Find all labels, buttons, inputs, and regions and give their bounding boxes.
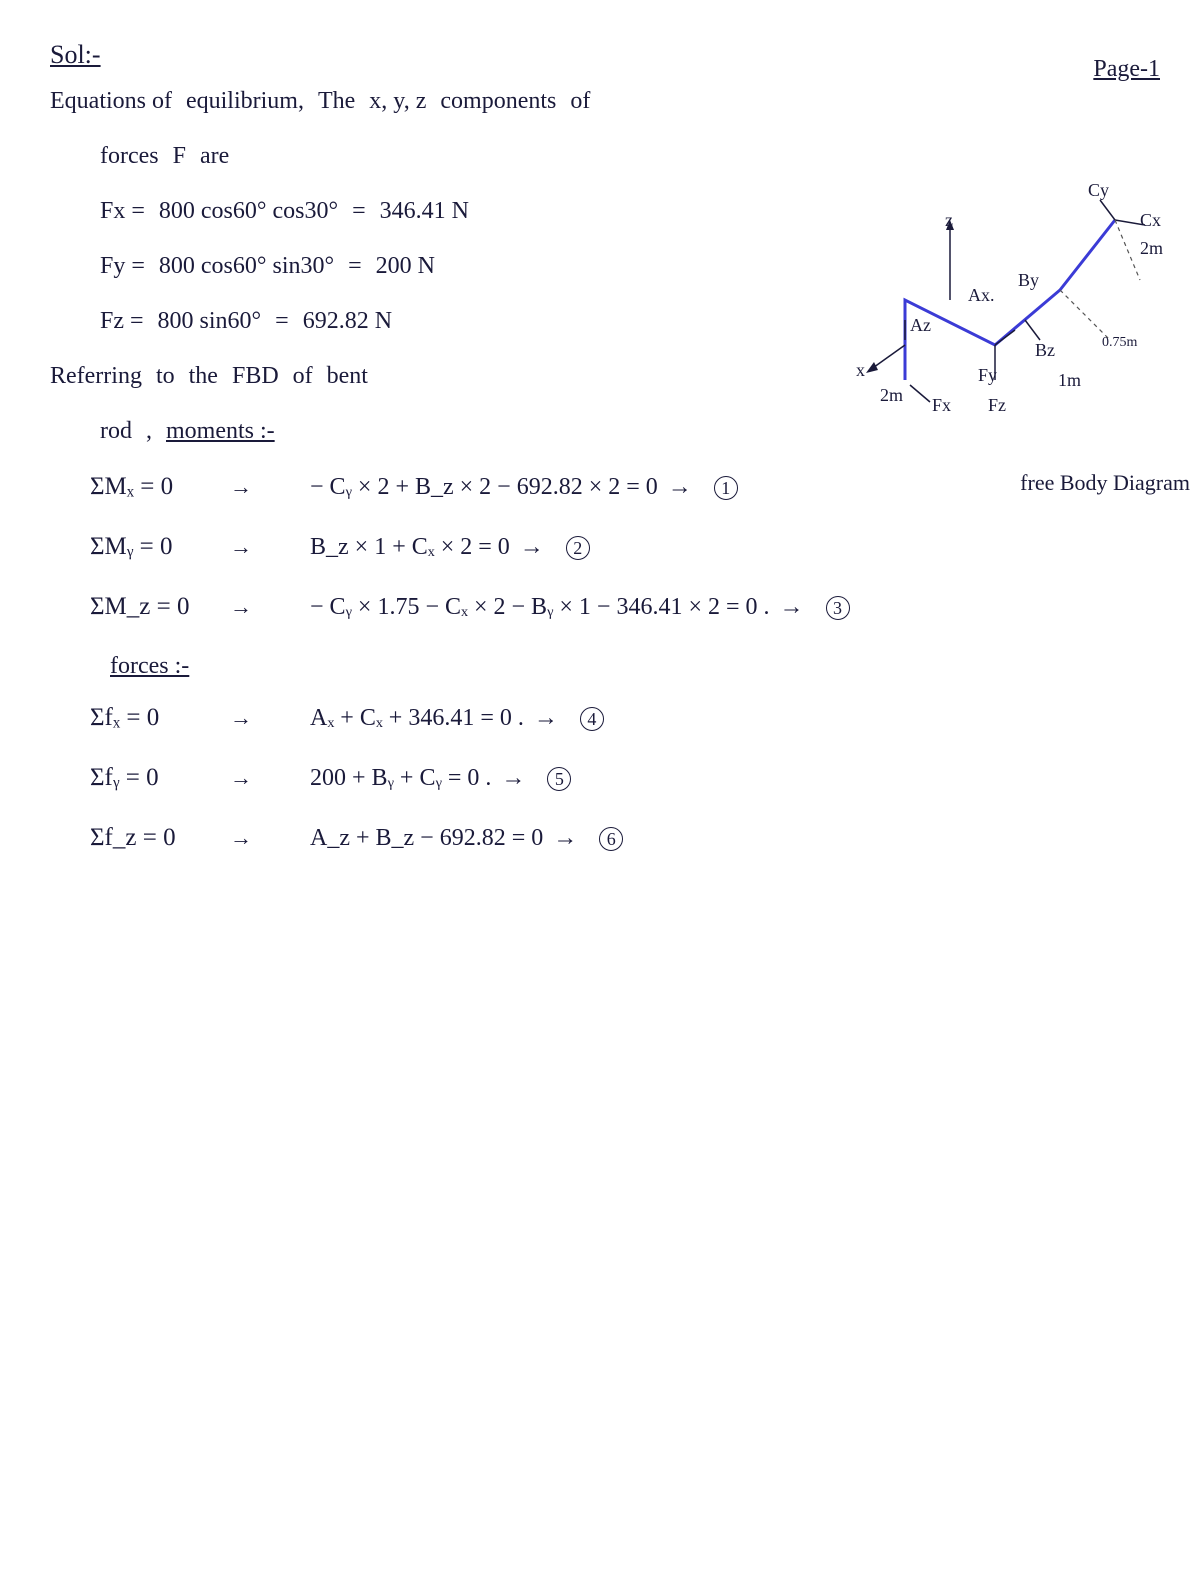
mx-row: ΣMₓ = 0 → − Cᵧ × 2 + B_z × 2 − 692.82 × …: [90, 473, 1150, 501]
arrow-icon: →: [520, 534, 544, 561]
arrow-icon: →: [230, 474, 260, 500]
arrow-icon: →: [553, 825, 577, 852]
w: Referring: [50, 363, 142, 390]
arrow-icon: →: [230, 705, 260, 731]
sfy-row: Σfᵧ = 0 → 200 + Bᵧ + Cᵧ = 0 . → 5: [90, 764, 1150, 792]
sfz-label: Σf_z = 0: [90, 824, 230, 852]
sfy-label: Σfᵧ = 0: [90, 764, 230, 792]
fz-label: Fz =: [100, 308, 144, 335]
eq-number: 6: [599, 827, 623, 851]
my-row: ΣMᵧ = 0 → B_z × 1 + Cₓ × 2 = 0 → 2: [90, 533, 1150, 561]
w: equilibrium,: [186, 88, 304, 115]
w: are: [200, 143, 229, 170]
fbd-x-label: x: [856, 360, 865, 381]
fx-label: Fx =: [100, 198, 145, 225]
intro-line-2: forces F are: [100, 143, 1150, 170]
arrow-icon: →: [230, 594, 260, 620]
arrow-icon: →: [230, 534, 260, 560]
fx-expr: 800 cos60° cos30°: [159, 198, 338, 225]
w: of: [293, 363, 313, 390]
eq-number: 3: [826, 596, 850, 620]
fbd-1m: 1m: [1058, 370, 1081, 391]
fbd-fz-label: Fz: [988, 395, 1006, 416]
mx-label: ΣMₓ = 0: [90, 473, 230, 501]
arrow-icon: →: [780, 594, 804, 621]
fx-val: 346.41 N: [380, 198, 469, 225]
eq: =: [352, 198, 366, 225]
eq-number: 5: [547, 767, 571, 791]
fz-expr: 800 sin60°: [158, 308, 262, 335]
eq: =: [275, 308, 289, 335]
w: of: [570, 88, 590, 115]
fbd-cx-label: Cx: [1140, 210, 1161, 231]
w: x, y, z: [369, 88, 426, 115]
mz-label: ΣM_z = 0: [90, 593, 230, 621]
my-label: ΣMᵧ = 0: [90, 533, 230, 561]
w: components: [440, 88, 556, 115]
forces-heading: forces :-: [110, 653, 1150, 680]
eq-number: 4: [580, 707, 604, 731]
w: ,: [146, 418, 152, 445]
sfx-eq: Aₓ + Cₓ + 346.41 = 0 .: [310, 705, 524, 732]
arrow-icon: →: [501, 765, 525, 792]
mx-eq: − Cᵧ × 2 + B_z × 2 − 692.82 × 2 = 0: [310, 474, 658, 501]
mz-eq: − Cᵧ × 1.75 − Cₓ × 2 − Bᵧ × 1 − 346.41 ×…: [310, 594, 770, 621]
arrow-icon: →: [230, 825, 260, 851]
w: F: [173, 143, 186, 170]
fbd-2m-left: 2m: [880, 385, 903, 406]
eq-number: 2: [566, 536, 590, 560]
sfx-row: Σfₓ = 0 → Aₓ + Cₓ + 346.41 = 0 . → 4: [90, 704, 1150, 732]
free-body-diagram: z x Az Ax. By Bz Fx Fy Fz Cx Cy 2m 2m 1m…: [850, 170, 1170, 470]
eq: =: [348, 253, 362, 280]
fbd-bz-label: Bz: [1035, 340, 1055, 361]
moments-heading: moments :-: [166, 418, 275, 445]
sfy-eq: 200 + Bᵧ + Cᵧ = 0 .: [310, 765, 491, 792]
w: the: [189, 363, 218, 390]
fbd-fx-label: Fx: [932, 395, 951, 416]
w: to: [156, 363, 175, 390]
fbd-caption: free Body Diagram: [1020, 470, 1190, 496]
fy-label: Fy =: [100, 253, 145, 280]
sfx-label: Σfₓ = 0: [90, 704, 230, 732]
fbd-z-label: z: [945, 210, 953, 231]
my-eq: B_z × 1 + Cₓ × 2 = 0: [310, 534, 510, 561]
fbd-by-label: By: [1018, 270, 1039, 291]
w: FBD: [232, 363, 279, 390]
w: The: [318, 88, 355, 115]
arrow-icon: →: [230, 765, 260, 791]
arrow-icon: →: [534, 705, 558, 732]
fbd-ax-label: Ax.: [968, 285, 995, 306]
sfz-eq: A_z + B_z − 692.82 = 0: [310, 825, 543, 852]
page-number: Page-1: [1093, 56, 1160, 83]
sfz-row: Σf_z = 0 → A_z + B_z − 692.82 = 0 → 6: [90, 824, 1150, 852]
fbd-075m: 0.75m: [1102, 335, 1137, 351]
w: Equations of: [50, 88, 172, 115]
w: rod: [100, 418, 132, 445]
w: forces: [100, 143, 159, 170]
fbd-cy-label: Cy: [1088, 180, 1109, 201]
fbd-2m-right: 2m: [1140, 238, 1163, 259]
intro-line-1: Equations of equilibrium, The x, y, z co…: [50, 88, 1150, 115]
fbd-fy-label: Fy: [978, 365, 997, 386]
w: bent: [327, 363, 368, 390]
fy-expr: 800 cos60° sin30°: [159, 253, 334, 280]
fy-val: 200 N: [376, 253, 435, 280]
eq-number: 1: [714, 476, 738, 500]
arrow-icon: →: [668, 474, 692, 501]
fbd-az-label: Az: [910, 315, 931, 336]
fz-val: 692.82 N: [303, 308, 392, 335]
mz-row: ΣM_z = 0 → − Cᵧ × 1.75 − Cₓ × 2 − Bᵧ × 1…: [90, 593, 1150, 621]
sol-label: Sol:-: [50, 40, 1150, 70]
